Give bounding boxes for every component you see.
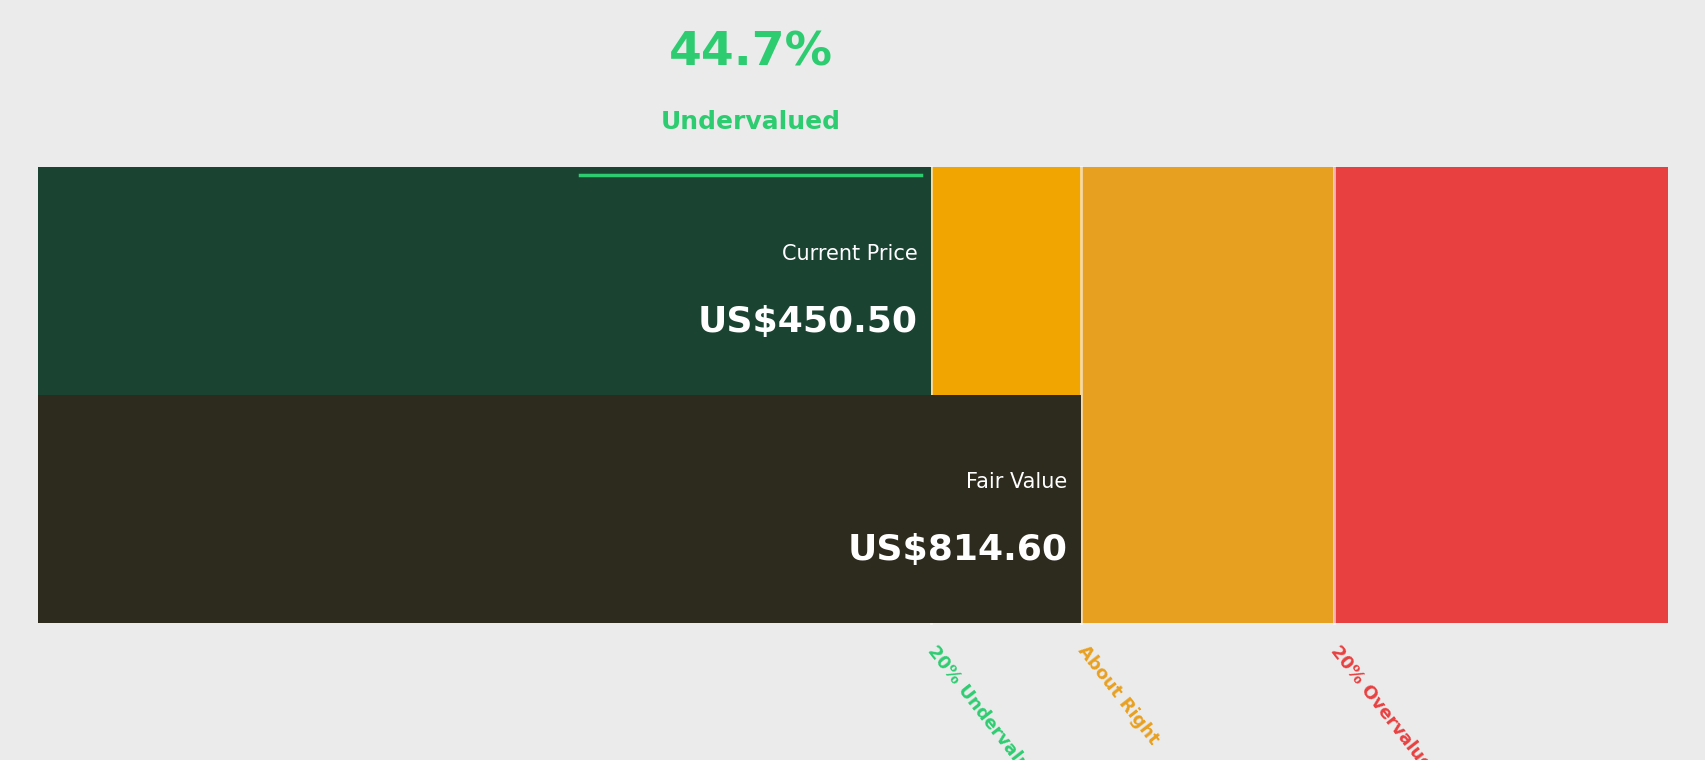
Text: US$450.50: US$450.50	[697, 306, 917, 339]
Text: Current Price: Current Price	[781, 244, 917, 264]
Text: US$814.60: US$814.60	[847, 534, 1067, 567]
Bar	[1333, 167, 1667, 623]
Text: Undervalued: Undervalued	[660, 109, 841, 134]
Bar	[931, 167, 1081, 623]
Text: 20% Overvalued: 20% Overvalued	[1326, 642, 1442, 760]
Bar	[38, 167, 931, 395]
Bar	[38, 167, 931, 623]
Bar	[38, 395, 1081, 623]
Bar	[1081, 167, 1333, 623]
Text: About Right: About Right	[1074, 642, 1161, 749]
Text: Fair Value: Fair Value	[965, 472, 1067, 492]
Text: 44.7%: 44.7%	[668, 30, 832, 76]
Text: 20% Undervalued: 20% Undervalued	[924, 642, 1047, 760]
